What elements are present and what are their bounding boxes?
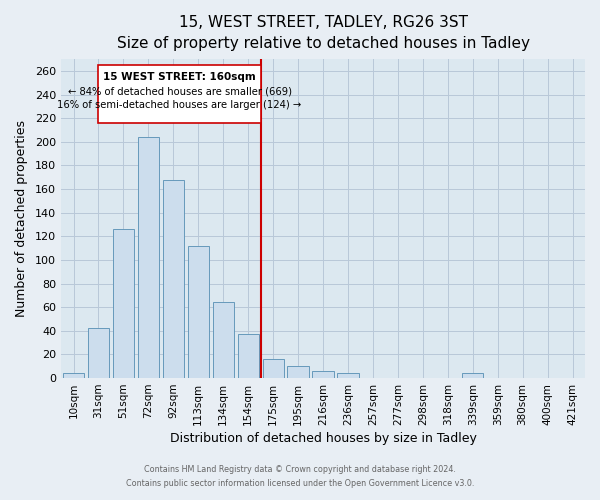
Text: 16% of semi-detached houses are larger (124) →: 16% of semi-detached houses are larger (…	[58, 100, 302, 110]
Text: ← 84% of detached houses are smaller (669): ← 84% of detached houses are smaller (66…	[68, 86, 292, 96]
Title: 15, WEST STREET, TADLEY, RG26 3ST
Size of property relative to detached houses i: 15, WEST STREET, TADLEY, RG26 3ST Size o…	[116, 15, 530, 51]
Bar	[337, 374, 359, 378]
Bar	[287, 366, 308, 378]
Bar	[238, 334, 259, 378]
Y-axis label: Number of detached properties: Number of detached properties	[15, 120, 28, 317]
Bar	[462, 374, 484, 378]
Text: Contains HM Land Registry data © Crown copyright and database right 2024.
Contai: Contains HM Land Registry data © Crown c…	[126, 466, 474, 487]
Bar	[113, 229, 134, 378]
Bar	[263, 359, 284, 378]
Bar	[88, 328, 109, 378]
X-axis label: Distribution of detached houses by size in Tadley: Distribution of detached houses by size …	[170, 432, 476, 445]
Bar	[163, 180, 184, 378]
Bar	[188, 246, 209, 378]
Bar	[63, 374, 84, 378]
FancyBboxPatch shape	[98, 65, 260, 123]
Bar	[138, 137, 159, 378]
Bar	[313, 371, 334, 378]
Text: 15 WEST STREET: 160sqm: 15 WEST STREET: 160sqm	[103, 72, 256, 82]
Bar	[212, 302, 234, 378]
